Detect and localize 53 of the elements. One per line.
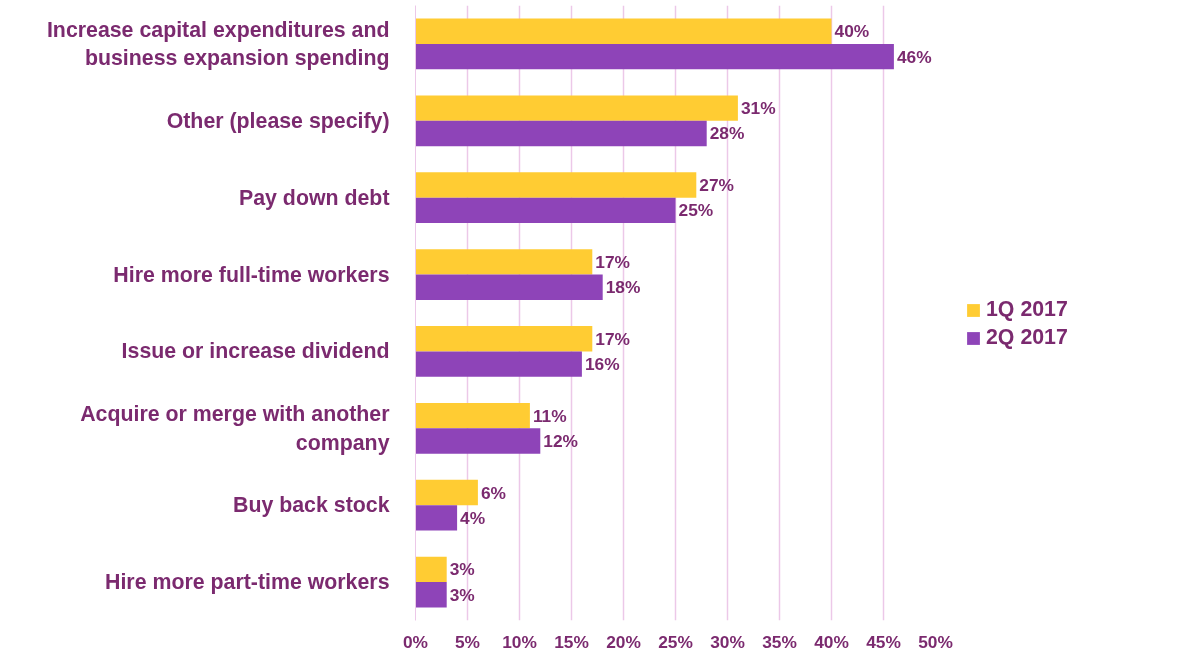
bar (415, 351, 582, 377)
data-label: 31% (740, 98, 776, 119)
bar (415, 556, 447, 583)
x-tick-label: 45% (866, 631, 901, 652)
y-tick-label: Buy back stock (233, 493, 390, 518)
x-tick-label: 20% (606, 631, 641, 652)
bar (415, 249, 593, 275)
data-label: 6% (480, 482, 506, 503)
data-label: 3% (449, 559, 475, 580)
y-tick-label: Other (please specify) (166, 108, 390, 133)
data-label: 12% (543, 431, 578, 451)
data-label: 18% (605, 277, 641, 298)
legend-label: 1Q 2017 (986, 297, 1068, 322)
bar (415, 582, 447, 608)
bar (415, 95, 738, 121)
bar (415, 428, 541, 454)
bar (415, 120, 707, 147)
bar (415, 505, 458, 531)
y-tick-label: Pay down debt (239, 185, 390, 210)
data-label: 27% (699, 175, 734, 195)
y-tick-label: Hire more part-time workers (105, 570, 390, 595)
y-tick-label: Hire more full-time workers (113, 262, 390, 287)
x-tick-label: 30% (710, 631, 745, 652)
bar (415, 479, 478, 506)
y-tick-label: Issue or increase dividend (121, 339, 390, 364)
data-label: 4% (460, 507, 486, 528)
y-tick-label: Acquire or merge with another company (80, 401, 390, 455)
data-label: 11% (532, 405, 567, 426)
bar (415, 43, 894, 70)
data-label: 25% (678, 200, 714, 221)
bar (415, 18, 832, 44)
bar (415, 172, 697, 198)
data-label: 28% (709, 123, 745, 144)
data-label: 16% (584, 354, 620, 375)
y-tick-label: Increase capital expenditures and business expansion spending (46, 17, 390, 71)
x-tick-label: 35% (762, 631, 797, 652)
x-tick-label: 5% (454, 631, 481, 652)
bar (415, 402, 530, 429)
bar (415, 326, 593, 352)
x-tick-label: 25% (658, 631, 693, 652)
x-tick-label: 15% (554, 631, 589, 652)
x-tick-label: 50% (918, 631, 953, 652)
bar (415, 197, 676, 224)
data-label: 17% (595, 251, 630, 272)
data-label: 40% (834, 21, 870, 42)
data-label: 46% (896, 46, 932, 67)
x-tick-label: 0% (402, 631, 429, 652)
data-label: 17% (595, 328, 630, 349)
data-label: 3% (449, 584, 475, 605)
bar (415, 274, 603, 300)
legend-label: 2Q 2017 (986, 325, 1068, 350)
x-tick-label: 40% (814, 631, 849, 652)
x-tick-label: 10% (502, 631, 537, 652)
